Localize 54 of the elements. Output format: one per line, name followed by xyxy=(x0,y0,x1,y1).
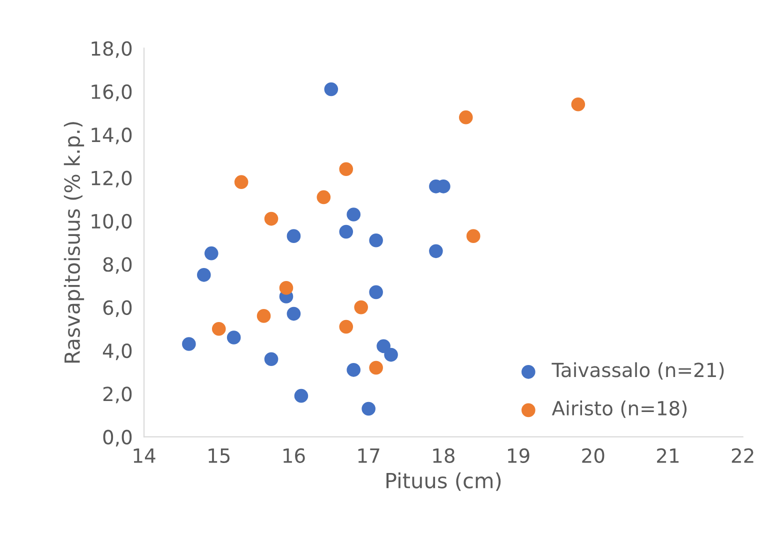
point xyxy=(369,360,383,375)
point xyxy=(376,339,390,354)
legend-label: Airisto (n=18) xyxy=(552,400,687,418)
y-tick-label: 4,0 xyxy=(102,343,132,360)
x-tick-label: 18 xyxy=(433,448,454,463)
x-tick-label: 17 xyxy=(358,448,380,463)
y-tick-label: 0,0 xyxy=(103,430,132,446)
point xyxy=(369,233,383,248)
y-tick-label: 18,0 xyxy=(92,41,132,58)
point xyxy=(234,175,248,189)
x-tick-label: 15 xyxy=(208,448,230,463)
point xyxy=(384,348,398,362)
x-tick-label: 16 xyxy=(283,448,305,463)
point xyxy=(279,280,294,295)
point xyxy=(571,97,586,112)
x-tick-label: 20 xyxy=(582,448,604,463)
x-axis-title: Pituus (cm) xyxy=(386,472,501,491)
point xyxy=(346,208,361,222)
y-tick-label: 6,0 xyxy=(103,300,132,317)
y-axis-title: Rasvapitoisuus (% k.p.) xyxy=(64,122,84,363)
point xyxy=(182,337,196,351)
y-tick-label: 8,0 xyxy=(103,257,132,274)
y-tick-label: 2,0 xyxy=(103,386,132,404)
point xyxy=(429,244,443,258)
point xyxy=(264,212,278,226)
point xyxy=(286,306,301,321)
point xyxy=(204,246,218,260)
point xyxy=(354,300,368,314)
point xyxy=(212,322,226,336)
point xyxy=(339,162,354,176)
point xyxy=(226,330,241,344)
point xyxy=(286,229,301,243)
point xyxy=(339,224,354,239)
y-tick-label: 16,0 xyxy=(92,84,132,102)
x-tick-label: 22 xyxy=(732,448,754,463)
point xyxy=(362,402,376,416)
x-tick-label: 21 xyxy=(657,448,679,463)
point xyxy=(316,190,331,204)
point xyxy=(264,352,278,366)
legend-label: Taivassalo (n=21) xyxy=(552,362,724,380)
point xyxy=(256,309,271,323)
point xyxy=(369,285,383,300)
point xyxy=(196,268,211,282)
y-tick-label: 12,0 xyxy=(92,170,132,188)
point xyxy=(339,320,354,334)
y-tick-label: 10,0 xyxy=(92,214,132,231)
point xyxy=(346,363,361,377)
point xyxy=(466,229,480,243)
point xyxy=(294,388,308,403)
y-tick-label: 14,0 xyxy=(92,128,132,144)
x-tick-label: 14 xyxy=(134,448,156,463)
point xyxy=(458,110,473,124)
point xyxy=(324,82,338,96)
x-tick-label: 19 xyxy=(508,448,530,463)
